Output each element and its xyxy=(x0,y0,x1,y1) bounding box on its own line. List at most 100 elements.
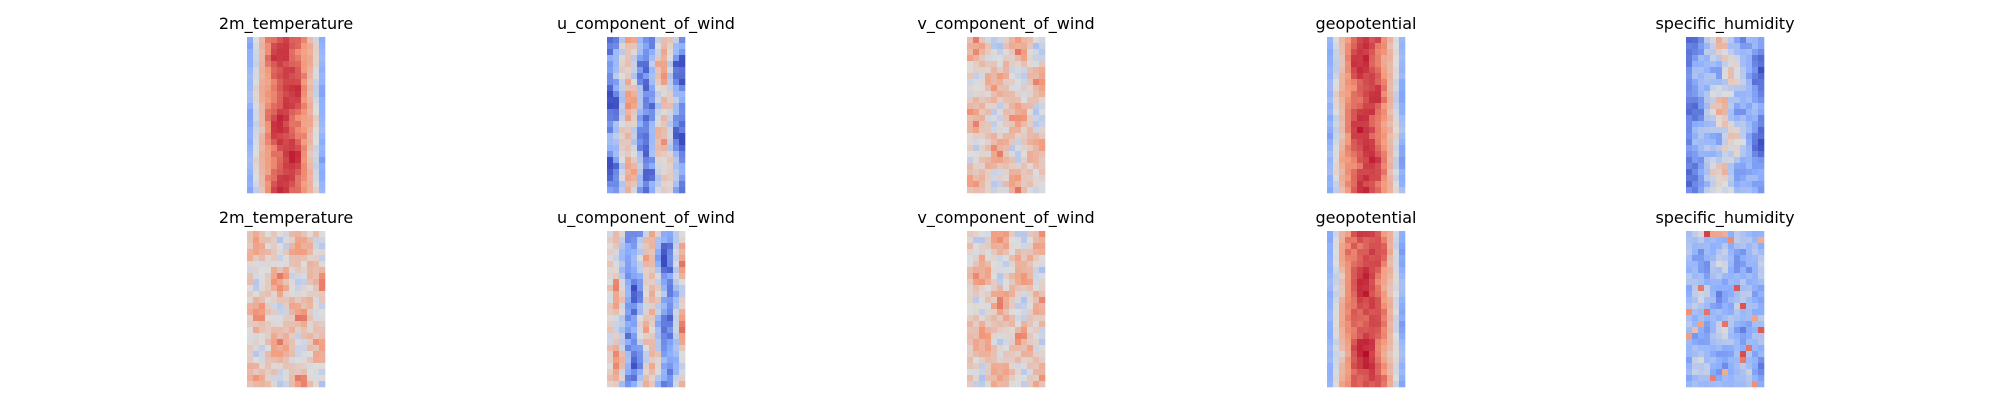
heatmap-cell xyxy=(625,315,632,322)
heatmap-cell xyxy=(1746,333,1753,340)
heatmap-cell xyxy=(667,127,674,134)
heatmap-cell xyxy=(259,151,266,158)
heatmap-cell xyxy=(277,91,284,98)
heatmap-cell xyxy=(1357,291,1364,298)
heatmap-cell xyxy=(1722,327,1729,334)
heatmap-cell xyxy=(613,369,620,376)
heatmap-cell xyxy=(247,363,254,370)
heatmap-cell xyxy=(973,333,980,340)
heatmap-cell xyxy=(1021,187,1028,194)
heatmap-cell xyxy=(1758,97,1765,104)
heatmap-cell xyxy=(1692,309,1699,316)
heatmap-cell xyxy=(253,145,260,152)
heatmap-cell xyxy=(259,297,266,304)
heatmap-cell xyxy=(1399,273,1406,280)
heatmap-cell xyxy=(1375,351,1382,358)
heatmap-cell xyxy=(673,285,680,292)
heatmap-cell xyxy=(1746,351,1753,358)
heatmap-cell xyxy=(295,43,302,50)
heatmap-cell xyxy=(967,381,974,388)
heatmap-cell xyxy=(991,315,998,322)
heatmap-cell xyxy=(967,321,974,328)
heatmap-cell xyxy=(1686,351,1693,358)
heatmap-cell xyxy=(1021,243,1028,250)
heatmap-cell xyxy=(1327,357,1334,364)
heatmap-cell xyxy=(319,279,326,286)
heatmap-cell xyxy=(679,231,686,238)
heatmap-cell xyxy=(985,237,992,244)
heatmap-cell xyxy=(319,369,326,376)
heatmap-cell xyxy=(625,327,632,334)
heatmap-cell xyxy=(991,43,998,50)
heatmap-cell xyxy=(295,279,302,286)
heatmap-cell xyxy=(271,37,278,44)
heatmap-cell xyxy=(625,109,632,116)
heatmap-cell xyxy=(667,273,674,280)
heatmap-cell xyxy=(619,255,626,262)
heatmap-cell xyxy=(655,175,662,182)
heatmap-cell xyxy=(1393,309,1400,316)
heatmap-cell xyxy=(1399,297,1406,304)
heatmap-cell xyxy=(667,103,674,110)
heatmap-cell xyxy=(673,187,680,194)
heatmap-cell xyxy=(1740,103,1747,110)
heatmap-cell xyxy=(319,231,326,238)
heatmap-cell xyxy=(625,237,632,244)
heatmap-cell xyxy=(1015,375,1022,382)
heatmap-cell xyxy=(1746,175,1753,182)
heatmap-cell xyxy=(259,327,266,334)
heatmap-cell xyxy=(1027,187,1034,194)
heatmap-cell xyxy=(1393,363,1400,370)
heatmap-cell xyxy=(631,237,638,244)
heatmap-cell xyxy=(1009,363,1016,370)
heatmap-cell xyxy=(259,363,266,370)
heatmap-cell xyxy=(265,55,272,62)
heatmap-cell xyxy=(607,231,614,238)
heatmap-cell xyxy=(319,381,326,388)
heatmap-cell xyxy=(649,109,656,116)
heatmap-cell xyxy=(283,187,290,194)
heatmap-cell xyxy=(679,249,686,256)
heatmap-cell xyxy=(649,303,656,310)
heatmap-cell xyxy=(1722,297,1729,304)
heatmap-cell xyxy=(1399,55,1406,62)
heatmap-cell xyxy=(1357,333,1364,340)
heatmap-cell xyxy=(643,255,650,262)
heatmap-cell xyxy=(667,133,674,140)
heatmap-cell xyxy=(1039,55,1046,62)
heatmap-cell xyxy=(1393,279,1400,286)
heatmap-cell xyxy=(253,67,260,74)
heatmap-cell xyxy=(247,357,254,364)
heatmap-cell xyxy=(1752,321,1759,328)
heatmap-cell xyxy=(637,145,644,152)
heatmap-cell xyxy=(1375,309,1382,316)
heatmap-cell xyxy=(1039,255,1046,262)
heatmap-cell xyxy=(1039,139,1046,146)
heatmap-cell xyxy=(985,85,992,92)
heatmap-cell xyxy=(1351,321,1358,328)
heatmap-cell xyxy=(253,103,260,110)
heatmap-cell xyxy=(985,127,992,134)
heatmap-cell xyxy=(1033,351,1040,358)
heatmap-cell xyxy=(649,181,656,188)
heatmap-cell xyxy=(655,97,662,104)
heatmap-cell xyxy=(247,303,254,310)
heatmap-cell xyxy=(985,187,992,194)
heatmap-cell xyxy=(679,163,686,170)
heatmap-cell xyxy=(967,97,974,104)
heatmap-cell xyxy=(1027,267,1034,274)
heatmap-cell xyxy=(1381,37,1388,44)
heatmap-cell xyxy=(655,255,662,262)
heatmap-cell xyxy=(1327,381,1334,388)
heatmap-cell xyxy=(1752,339,1759,346)
heatmap-cell xyxy=(1716,285,1723,292)
heatmap-cell xyxy=(1027,151,1034,158)
heatmap-cell xyxy=(1033,43,1040,50)
heatmap-cell xyxy=(283,375,290,382)
heatmap-cell xyxy=(1716,115,1723,122)
heatmap-cell xyxy=(619,127,626,134)
heatmap-cell xyxy=(1710,109,1717,116)
heatmap-cell xyxy=(1021,345,1028,352)
heatmap-cell xyxy=(649,61,656,68)
panel-title: u_component_of_wind xyxy=(557,208,735,228)
